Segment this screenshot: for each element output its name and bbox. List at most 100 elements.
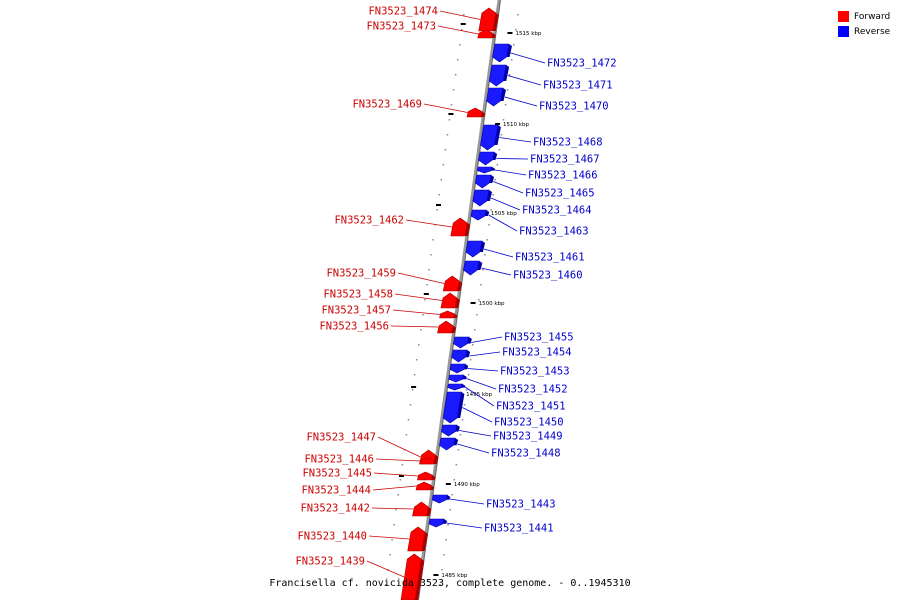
gene-shade [442,519,448,524]
gene-label[interactable]: FN3523_1459 [326,268,396,280]
gene-label[interactable]: FN3523_1464 [522,205,592,217]
track-dot [441,569,443,571]
gene-label[interactable]: FN3523_1441 [484,523,554,535]
gene-label[interactable]: FN3523_1468 [533,137,603,149]
gene-label[interactable]: FN3523_1440 [297,531,367,543]
gene-label[interactable]: FN3523_1446 [304,454,374,466]
track-dot [442,164,445,166]
gene-fn3523-1446[interactable] [419,457,435,465]
gene-fn3523-1460[interactable] [463,260,480,276]
track-dot [456,59,459,61]
gene-label[interactable]: FN3523_1442 [300,503,370,515]
gene-label[interactable]: FN3523_1449 [493,431,563,443]
gene-label[interactable]: FN3523_1450 [494,417,564,429]
gene-fn3523-1439[interactable] [400,553,422,600]
gene-label[interactable]: FN3523_1466 [528,170,598,182]
track-dot [436,209,438,211]
gene-label[interactable]: FN3523_1472 [547,58,617,70]
leader-line [459,430,492,437]
track-dot [461,29,463,31]
tick-mark [423,293,429,295]
gene-fn3523-1465[interactable] [474,174,492,189]
gene-label[interactable]: FN3523_1470 [539,101,609,113]
gene-label[interactable]: FN3523_1471 [543,80,613,92]
gene-fn3523-1452[interactable] [448,374,465,383]
gene-label[interactable]: FN3523_1448 [491,448,561,460]
legend-label-reverse: Reverse [854,26,891,37]
leader-line [464,386,495,407]
gene-fn3523-1466[interactable] [477,166,493,174]
legend: Forward Reverse [838,9,890,39]
gene-fn3523-1456[interactable] [437,320,454,334]
gene-label[interactable]: FN3523_1462 [334,215,404,227]
gene-fn3523-1461[interactable] [465,240,483,258]
gene-label[interactable]: FN3523_1455 [504,332,574,344]
gene-fn3523-1474[interactable] [478,7,497,32]
gene-fn3523-1469[interactable] [466,107,483,118]
gene-shade [426,507,432,516]
gene-fn3523-1453[interactable] [449,363,466,374]
gene-label[interactable]: FN3523_1444 [301,485,371,497]
gene-label[interactable]: FN3523_1454 [502,347,572,359]
gene-label[interactable]: FN3523_1463 [519,226,589,238]
gene-label[interactable]: FN3523_1474 [368,6,438,18]
gene-fn3523-1459[interactable] [442,275,460,292]
gene-fn3523-1463[interactable] [470,209,487,221]
tick-label: 1490 kbp [454,482,480,488]
gene-fn3523-1451[interactable] [447,383,463,391]
gene-label[interactable]: FN3523_1445 [302,468,372,480]
gene-fn3523-1444[interactable] [415,481,432,491]
gene-label[interactable]: FN3523_1457 [321,305,391,317]
track-dot [411,389,414,391]
gene-fn3523-1443[interactable] [431,494,448,504]
gene-fn3523-1468[interactable] [480,124,499,151]
gene-fn3523-1441[interactable] [428,518,445,528]
gene-label[interactable]: FN3523_1443 [486,499,556,511]
gene-label[interactable]: FN3523_1452 [498,384,568,396]
leader-line [467,368,499,372]
track-dot [478,299,480,301]
gene-fn3523-1464[interactable] [472,189,490,207]
gene-label[interactable]: FN3523_1458 [323,289,393,301]
gene-fn3523-1470[interactable] [486,87,504,107]
track-dot [417,344,420,346]
gene-label[interactable]: FN3523_1460 [513,270,583,282]
gene-fn3523-1442[interactable] [412,501,429,517]
leader-line [493,181,524,194]
gene-label[interactable]: FN3523_1456 [319,321,389,333]
gene-label[interactable]: FN3523_1467 [530,154,600,166]
gene-label[interactable]: FN3523_1461 [515,252,585,264]
gene-fn3523-1458[interactable] [440,292,458,309]
gene-shade [446,495,451,500]
gene-fn3523-1467[interactable] [478,151,495,166]
gene-label[interactable]: FN3523_1469 [352,99,422,111]
gene-fn3523-1462[interactable] [450,217,468,237]
gene-fn3523-1471[interactable] [488,64,507,87]
track-dot [420,329,422,331]
gene-label[interactable]: FN3523_1451 [496,401,566,413]
gene-fn3523-1448[interactable] [439,437,456,451]
track-dot [397,494,399,496]
gene-fn3523-1455[interactable] [453,336,470,349]
gene-label[interactable]: FN3523_1439 [295,556,365,568]
leader-line [471,336,503,343]
gene-label[interactable]: FN3523_1473 [366,21,436,33]
gene-fn3523-1457[interactable] [439,310,455,319]
gene-fn3523-1473[interactable] [477,29,494,39]
gene-label[interactable]: FN3523_1465 [525,188,595,200]
gene-shade [467,337,472,344]
gene-fn3523-1445[interactable] [417,471,433,481]
gene-label[interactable]: FN3523_1453 [500,366,570,378]
track-dot [471,344,474,346]
gene-fn3523-1450[interactable] [442,391,462,424]
tick-label: 1515 kbp [515,31,541,37]
leader-line [462,407,493,423]
gene-fn3523-1440[interactable] [407,526,426,552]
gene-label[interactable]: FN3523_1447 [306,432,376,444]
gene-fn3523-1472[interactable] [492,43,510,63]
track-dot [451,494,453,496]
gene-fn3523-1454[interactable] [451,349,468,363]
gene-fn3523-1449[interactable] [441,424,458,437]
track-dot [413,374,416,376]
gene-shade [457,281,463,291]
